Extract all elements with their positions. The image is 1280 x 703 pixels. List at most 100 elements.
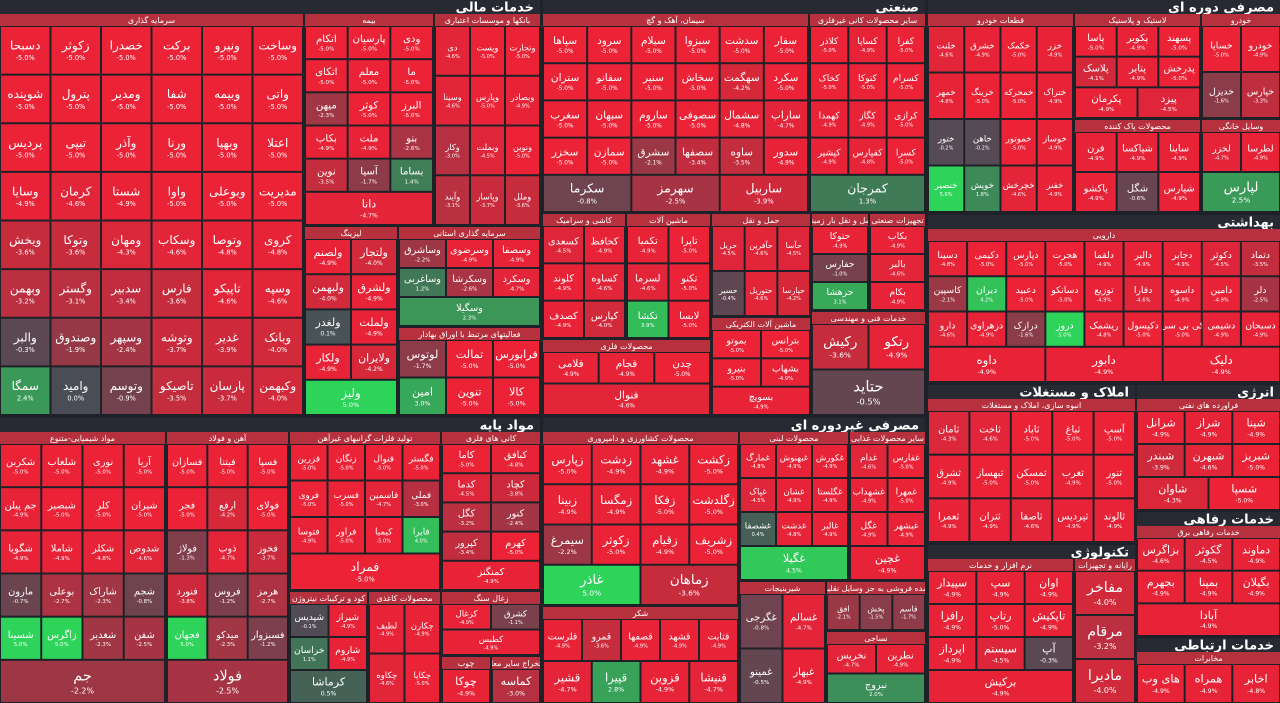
stock-tile: زبینا-4.9% [543, 484, 592, 525]
stock-tile: کلاذر-5.0% [810, 26, 849, 64]
tile-fill [493, 340, 540, 378]
sector-group: قطعات خودروخزر-4.9%خکمک-5.0%خشرق-4.9%خلن… [928, 14, 1073, 212]
tile-name: سپ [990, 577, 1010, 590]
stock-tile: دابور-4.9% [1045, 346, 1163, 382]
tile-name: وسپهر [109, 330, 142, 345]
tile-name: چکاوه [376, 671, 397, 681]
stock-tile: خشرق-4.9% [964, 26, 1001, 73]
tile-fill [1010, 454, 1053, 499]
tile-change: -4.6% [597, 286, 613, 292]
group-title: حمل و نقل [743, 216, 780, 225]
group-title: محصولات کاغذی [376, 594, 432, 603]
tile-fill [1241, 72, 1280, 118]
tile-name: قثابت [708, 631, 730, 642]
tile-name: ختور [937, 135, 955, 145]
tile-name: میهن [316, 100, 337, 111]
tile-name: شراز [1196, 417, 1221, 430]
tile-name: شفا [167, 87, 187, 101]
tile-fill [886, 137, 925, 175]
tile-fill [969, 454, 1011, 499]
tile-fill [0, 269, 51, 318]
tile-fill [402, 517, 440, 554]
tile-name: نبروج [865, 680, 887, 691]
tile-change: -5.0% [1106, 437, 1122, 443]
stock-tile: خودرو-4.9% [1241, 26, 1280, 72]
group-header [1137, 399, 1280, 411]
sector-group: سایر محصولات غذاییغفارس-5.0%غدام-4.6%غمه… [850, 432, 925, 580]
tile-name: زقیام [652, 533, 677, 548]
tile-change: -4.6% [861, 464, 876, 470]
group-header [1075, 120, 1200, 132]
sector-header [928, 215, 1280, 229]
tile-change: -4.9% [979, 333, 994, 339]
stock-tile: کساوه-4.6% [584, 263, 625, 301]
stock-tile: شبصیر-5.0% [41, 487, 83, 531]
tile-fill [591, 524, 641, 565]
tile-name: وکار [444, 142, 460, 152]
tile-fill [827, 644, 876, 674]
tile-change: -4.9% [1040, 625, 1058, 632]
tile-change: -4.9% [1048, 52, 1063, 58]
tile-change: -5.0% [137, 469, 153, 475]
tile-fill [290, 637, 329, 670]
tile-name: غگرجی [746, 611, 777, 624]
tile-fill [347, 59, 391, 93]
tile-fill [202, 171, 253, 221]
tile-change: -5.0% [778, 348, 793, 354]
tile-change: 2.8% [608, 686, 624, 694]
tile-name: فسبزوار [250, 630, 284, 641]
tile-change: -5.0% [601, 123, 618, 129]
tile-change: 5.0% [14, 642, 28, 648]
stock-tile: رکیش-3.6% [812, 324, 869, 370]
tile-change: -4.8% [787, 532, 802, 538]
tile-name: فارس [162, 282, 192, 297]
tile-change: -5.0% [704, 468, 723, 476]
tile-change: -4.7% [509, 286, 524, 292]
tile-name: وگستر [59, 282, 92, 297]
tile-change: -4.9% [1247, 591, 1265, 598]
tile-fill [1000, 72, 1037, 119]
sector-header [0, 418, 540, 432]
tile-fill [1137, 411, 1185, 444]
stock-tile: شلعاب-5.0% [41, 444, 83, 488]
tile-fill [404, 604, 440, 654]
stock-tile: فگستر-5.0% [402, 444, 440, 481]
stock-tile: فرن-4.9% [1075, 132, 1117, 172]
sector-group: محصولات لبنیغکورش-4.9%غبهنوش-4.9%غمارگ-4… [740, 432, 848, 580]
tile-name: ساینا [1169, 144, 1189, 155]
tile-name: رافزا [941, 610, 964, 623]
stock-tile: فنوال-5.0% [365, 444, 403, 481]
tile-name: ستران [551, 72, 579, 84]
tile-fill [41, 573, 83, 617]
tile-change: -5.0% [480, 104, 495, 110]
stock-tile: کسرا-5.0% [886, 137, 925, 175]
tile-fill [1084, 276, 1124, 312]
sector-group: رایانه و تجهیزاتمفاخر-4.0%مرقام-3.2%مادی… [1075, 559, 1135, 703]
tile-fill [1006, 241, 1046, 277]
stock-tile: قثابت-4.9% [699, 619, 738, 661]
tile-name: دلر [1253, 285, 1266, 296]
tile-change: -5.0% [54, 469, 70, 475]
tile-fill [0, 317, 51, 367]
tile-name: وبیمه [214, 87, 240, 102]
tile-change: -4.9% [1106, 524, 1122, 530]
tile-fill [167, 444, 208, 488]
tile-fill [928, 119, 965, 166]
tile-fill [850, 546, 925, 580]
tile-fill [928, 276, 968, 312]
tile-change: -5.0% [1024, 437, 1040, 443]
tile-name: زاگرس [47, 629, 77, 641]
stock-tile: پترول-5.0% [50, 74, 101, 124]
tile-fill [584, 263, 625, 301]
tile-fill [0, 573, 42, 617]
stock-tile: اتکای-5.0% [305, 59, 348, 93]
tile-name: فسرب [334, 491, 359, 501]
stock-tile: وصندوق-1.9% [50, 317, 101, 367]
tile-name: اوان [1039, 577, 1059, 590]
tile-name: ثبهساز [976, 468, 1004, 479]
tile-change: -4.6% [754, 251, 769, 257]
tile-change: -4.5% [459, 492, 475, 498]
tile-fill [640, 444, 690, 485]
